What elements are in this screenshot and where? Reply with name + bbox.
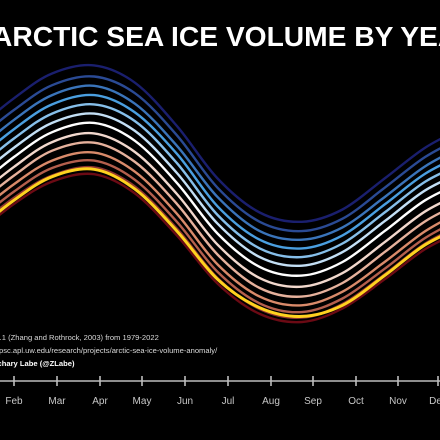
x-tick-label-apr: Apr <box>92 396 108 407</box>
series-line-4 <box>0 93 440 250</box>
x-tick-label-aug: Aug <box>262 396 280 407</box>
series-line-6 <box>0 112 440 268</box>
x-tick-label-nov: Nov <box>389 396 407 407</box>
x-tick-label-mar: Mar <box>48 396 66 407</box>
series-line-highlight <box>0 167 440 318</box>
x-tick-label-sep: Sep <box>304 396 322 407</box>
series-line-11 <box>0 158 440 314</box>
chart-title: ARCTIC SEA ICE VOLUME BY YEAR <box>0 20 440 52</box>
series-line-5 <box>0 102 440 259</box>
x-tick-label-oct: Oct <box>348 396 364 407</box>
x-tick-label-may: May <box>133 396 152 407</box>
x-tick-label-feb: Feb <box>5 396 23 407</box>
series-line-8 <box>0 131 440 289</box>
source-note-line1: PIOMAS v2.1 (Zhang and Rothrock, 2003) f… <box>0 333 159 342</box>
x-tick-label-dec: Dec <box>429 396 440 407</box>
series-line-7 <box>0 121 440 277</box>
x-axis-ticks: Feb Mar Apr May Jun Jul Aug Sep Oct Nov Dec <box>5 376 440 407</box>
series-line-3 <box>0 84 440 242</box>
x-tick-label-jun: Jun <box>177 396 193 407</box>
source-notes: PIOMAS v2.1 (Zhang and Rothrock, 2003) f… <box>0 333 218 368</box>
series-line-13 <box>0 172 440 324</box>
x-axis: Feb Mar Apr May Jun Jul Aug Sep Oct Nov Dec <box>0 376 440 407</box>
series-line-10 <box>0 150 440 307</box>
series-lines <box>0 63 440 324</box>
series-line-2 <box>0 75 440 233</box>
source-note-line2: http://psc.apl.uw.edu/research/projects/… <box>0 346 218 355</box>
series-line-1 <box>0 63 440 224</box>
x-tick-label-jul: Jul <box>222 396 235 407</box>
series-line-9 <box>0 141 440 298</box>
source-note-line3: GRAPHIC: Zachary Labe (@ZLabe) <box>0 359 75 368</box>
